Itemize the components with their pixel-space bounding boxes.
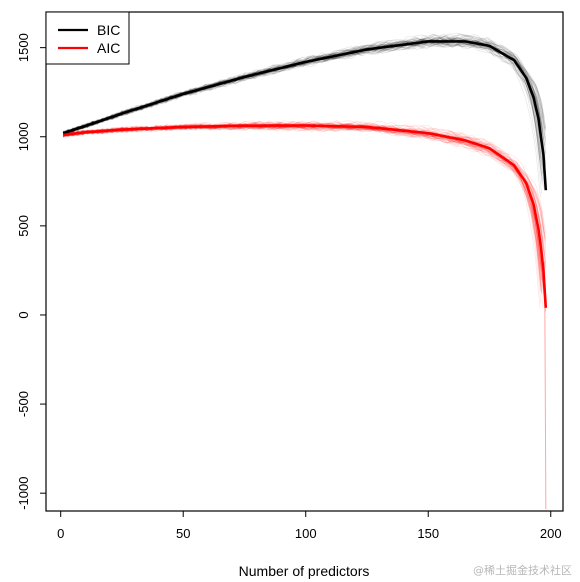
y-tick-label: -500 bbox=[16, 391, 31, 417]
x-tick-label: 150 bbox=[417, 526, 439, 541]
x-tick-label: 50 bbox=[176, 526, 190, 541]
y-axis: -1000 -500 0 500 1000 1500 bbox=[16, 33, 46, 510]
y-tick-label: 500 bbox=[16, 215, 31, 237]
series-line-bic bbox=[62, 40, 548, 191]
replicate-line bbox=[62, 42, 542, 156]
legend-box bbox=[45, 11, 130, 65]
watermark: @稀土掘金技术社区 bbox=[473, 564, 572, 577]
replicate-line bbox=[63, 124, 547, 267]
y-tick-label: 0 bbox=[16, 311, 31, 318]
replicate-line bbox=[63, 120, 542, 291]
legend: BIC AIC bbox=[45, 11, 130, 65]
replicate-line bbox=[62, 41, 545, 145]
replicate-line bbox=[63, 40, 545, 189]
mean-lines bbox=[62, 40, 548, 308]
plot-frame bbox=[45, 11, 564, 512]
x-tick-label: 0 bbox=[57, 526, 64, 541]
x-axis-title: Number of predictors bbox=[239, 563, 370, 579]
replicate-line bbox=[62, 123, 547, 268]
replicate-line bbox=[62, 35, 543, 148]
replicate-line bbox=[62, 123, 544, 270]
x-tick-label: 100 bbox=[295, 526, 317, 541]
y-tick-label: 1500 bbox=[16, 33, 31, 62]
series-line-aic bbox=[62, 124, 548, 308]
replicate-line bbox=[63, 42, 547, 179]
y-tick-label: 1000 bbox=[16, 122, 31, 151]
replicate-line bbox=[62, 119, 543, 254]
y-tick-label: -1000 bbox=[16, 477, 31, 510]
replicate-line bbox=[63, 34, 544, 144]
x-axis: 0 50 100 150 200 bbox=[57, 511, 562, 541]
replicate-line bbox=[62, 124, 542, 267]
x-tick-label: 200 bbox=[540, 526, 562, 541]
legend-label-aic: AIC bbox=[97, 40, 120, 56]
legend-label-bic: BIC bbox=[97, 22, 120, 38]
